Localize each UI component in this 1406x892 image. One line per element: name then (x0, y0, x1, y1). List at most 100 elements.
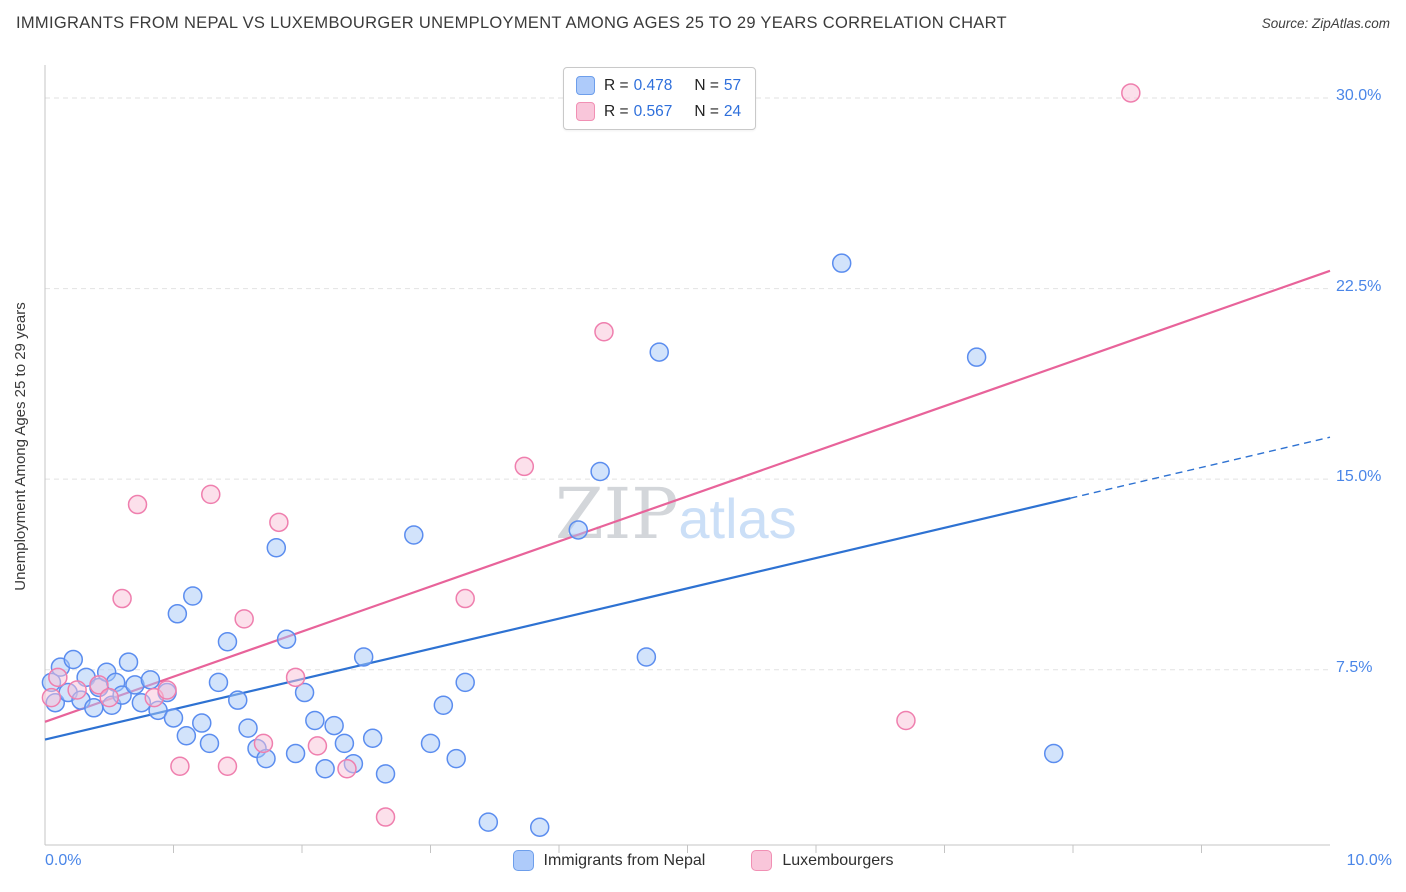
lux-r-value: 0.567 (633, 102, 673, 120)
data-point-nepal (649, 342, 669, 362)
data-point-nepal (84, 698, 104, 718)
legend-item-nepal: Immigrants from Nepal (512, 850, 706, 871)
data-point-nepal (420, 733, 441, 754)
data-point-luxembourger (170, 756, 190, 776)
luxembourger-series-label: Luxembourgers (782, 851, 894, 869)
data-point-nepal (831, 253, 852, 273)
lux-n-value: 24 (723, 102, 742, 120)
data-point-luxembourger (157, 680, 177, 700)
lux-n-label: N = (694, 102, 719, 120)
y-tick-label: 15.0% (1336, 468, 1382, 486)
plot-area: ZIP atlas R = 0.478 N = 57 R = 0.567 N =… (41, 65, 1331, 853)
luxembourger-legend-swatch (576, 102, 595, 121)
nepal-n-value: 57 (723, 76, 742, 94)
data-point-nepal (433, 695, 454, 716)
nepal-series-swatch (512, 850, 534, 871)
y-axis-title: Unemployment Among Ages 25 to 29 years (11, 301, 29, 591)
data-point-nepal (266, 537, 287, 558)
data-point-nepal (63, 649, 84, 670)
x-tick-label-min: 0.0% (45, 852, 82, 869)
data-point-luxembourger (455, 588, 475, 609)
data-point-nepal (375, 764, 396, 784)
data-point-nepal (294, 682, 315, 703)
luxembourger-legend-text: R = 0.567 N = 24 (604, 103, 741, 121)
page-title: IMMIGRANTS FROM NEPAL VS LUXEMBOURGER UN… (16, 14, 1007, 32)
nepal-n-label: N = (694, 76, 719, 94)
data-point-luxembourger (67, 680, 87, 700)
nepal-legend-text: R = 0.478 N = 57 (604, 77, 741, 95)
data-point-luxembourger (48, 667, 68, 688)
chart-canvas (41, 65, 1331, 853)
data-point-nepal (192, 713, 212, 733)
legend-row-luxembourger: R = 0.567 N = 24 (576, 102, 741, 121)
data-point-luxembourger (337, 759, 357, 779)
data-point-nepal (176, 725, 197, 746)
trendline (44, 269, 1331, 723)
data-point-nepal (140, 670, 161, 690)
data-point-luxembourger (253, 733, 274, 754)
data-point-nepal (966, 347, 987, 367)
trendline-extension (1070, 436, 1331, 499)
data-point-nepal (478, 812, 499, 832)
data-point-nepal (636, 647, 657, 667)
legend-row-nepal: R = 0.478 N = 57 (576, 76, 741, 95)
data-point-luxembourger (234, 609, 254, 629)
source-label: Source: ZipAtlas.com (1261, 16, 1390, 31)
correlation-legend-box: R = 0.478 N = 57 R = 0.567 N = 24 (563, 67, 757, 130)
data-point-nepal (163, 708, 184, 728)
nepal-r-label: R = (604, 76, 629, 94)
data-point-nepal (529, 817, 550, 837)
data-point-nepal (238, 718, 258, 738)
data-point-luxembourger (896, 710, 916, 731)
data-point-nepal (568, 520, 589, 540)
luxembourger-series-swatch (751, 850, 773, 871)
data-point-nepal (118, 652, 139, 672)
data-point-nepal (199, 733, 220, 754)
data-point-nepal (404, 525, 424, 545)
data-point-luxembourger (307, 736, 328, 756)
data-point-luxembourger (112, 588, 132, 609)
nepal-legend-swatch (576, 76, 595, 95)
x-tick-label-max: 10.0% (1346, 852, 1392, 869)
data-point-nepal (315, 759, 335, 779)
data-point-nepal (1043, 743, 1064, 764)
data-point-nepal (228, 690, 248, 710)
data-point-nepal (217, 631, 238, 652)
lux-r-label: R = (604, 102, 629, 120)
data-point-nepal (353, 647, 374, 667)
data-point-nepal (183, 586, 203, 606)
data-point-luxembourger (41, 687, 62, 708)
data-point-luxembourger (217, 756, 238, 776)
data-point-luxembourger (1121, 83, 1141, 103)
data-point-nepal (324, 715, 344, 736)
y-axis-title-container: Unemployment Among Ages 25 to 29 years (0, 0, 40, 892)
series-legend: Immigrants from Nepal Luxembourgers (0, 850, 1406, 871)
nepal-series-label: Immigrants from Nepal (543, 851, 706, 869)
data-point-nepal (455, 672, 475, 693)
legend-item-luxembourgers: Luxembourgers (751, 850, 894, 871)
y-tick-label: 7.5% (1336, 658, 1373, 676)
nepal-r-value: 0.478 (633, 76, 673, 94)
data-point-luxembourger (514, 456, 535, 477)
data-point-luxembourger (89, 675, 109, 695)
y-tick-label: 30.0% (1336, 87, 1382, 105)
data-point-nepal (362, 728, 383, 749)
data-point-nepal (276, 629, 297, 649)
data-point-nepal (285, 743, 306, 764)
data-point-luxembourger (99, 687, 119, 708)
data-point-nepal (590, 461, 610, 482)
data-point-nepal (334, 733, 355, 754)
data-point-luxembourger (269, 512, 289, 533)
data-point-luxembourger (594, 322, 614, 342)
data-point-luxembourger (375, 807, 396, 827)
data-point-luxembourger (285, 667, 306, 688)
data-point-luxembourger (201, 484, 221, 505)
data-point-nepal (305, 710, 325, 731)
trendline (44, 497, 1071, 741)
data-point-nepal (167, 604, 188, 624)
data-point-nepal (446, 748, 466, 769)
y-tick-label: 22.5% (1336, 277, 1382, 295)
data-point-luxembourger (127, 494, 148, 515)
data-point-nepal (208, 672, 229, 693)
